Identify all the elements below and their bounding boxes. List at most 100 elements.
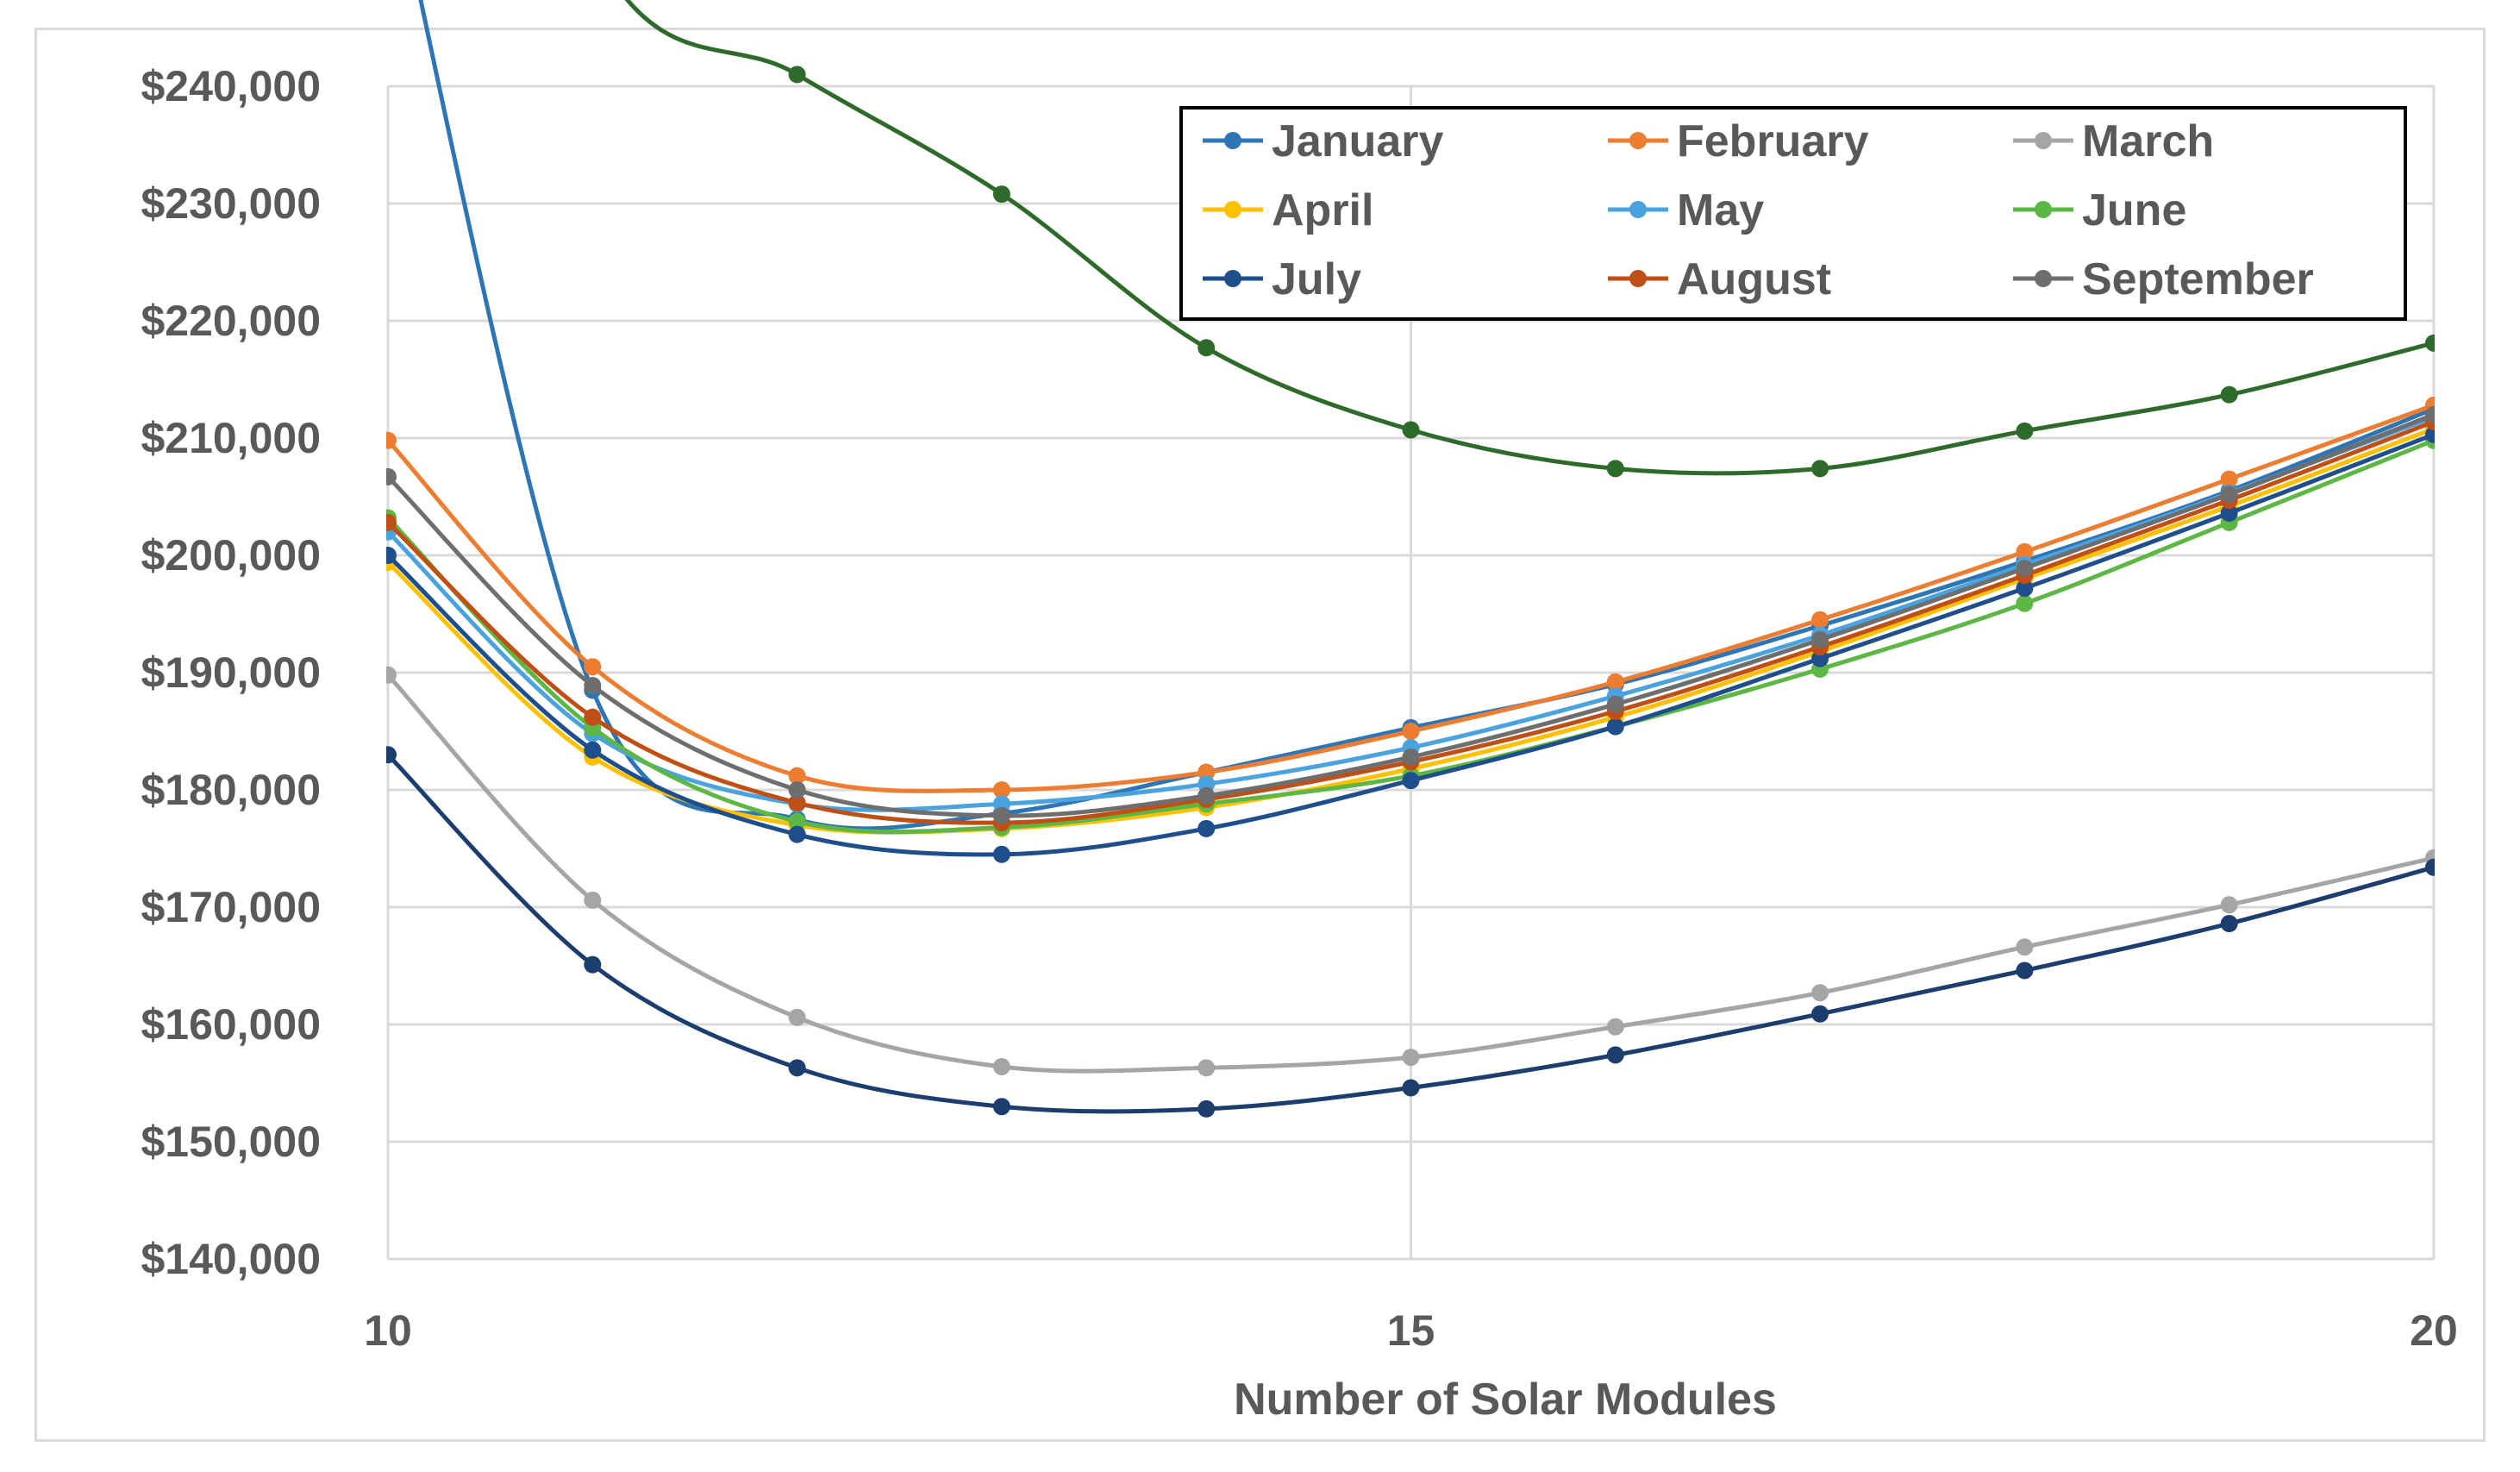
y-tick-label: $200,000: [141, 531, 321, 579]
data-point: [584, 658, 602, 676]
data-point: [788, 812, 806, 830]
data-point: [1402, 723, 1420, 740]
data-point: [1402, 772, 1420, 790]
series-line-february: [386, 403, 2435, 793]
data-point: [1197, 819, 1216, 837]
series-march: [386, 666, 2435, 1077]
data-point: [992, 1098, 1010, 1116]
legend-entry-february: February: [1608, 116, 1869, 166]
data-point: [1197, 1099, 1216, 1118]
data-point: [1197, 786, 1216, 805]
legend-label: August: [1677, 254, 1831, 304]
data-point: [1811, 460, 1829, 478]
legend-swatch-marker: [1629, 132, 1647, 149]
data-point: [386, 513, 397, 531]
data-point: [992, 1057, 1010, 1075]
data-point: [2016, 542, 2034, 561]
data-point: [1606, 1046, 1624, 1064]
data-point: [992, 845, 1010, 863]
data-point: [1811, 630, 1829, 648]
data-point: [2016, 579, 2034, 598]
data-point: [2425, 334, 2435, 352]
data-point: [1606, 460, 1624, 478]
y-tick-label: $180,000: [141, 766, 321, 814]
series-line-june: [386, 438, 2435, 835]
legend-label: July: [1272, 254, 1361, 304]
data-point: [386, 746, 397, 764]
data-point: [2220, 470, 2238, 488]
legend-swatch-marker: [2035, 270, 2052, 287]
legend: January February March April May June July Augu…: [1179, 106, 2407, 321]
legend-label: January: [1272, 116, 1444, 166]
series-july: [386, 425, 2435, 863]
data-point: [1402, 1049, 1420, 1067]
data-point: [2425, 405, 2435, 423]
data-point: [1606, 673, 1624, 691]
series-line-august: [386, 419, 2435, 825]
data-point: [2016, 961, 2034, 980]
legend-swatch-marker: [1629, 201, 1647, 218]
x-axis-tick-labels: 10 15 20: [364, 1306, 2458, 1355]
data-point: [1402, 421, 1420, 439]
series-line-march: [386, 673, 2435, 1074]
data-point: [386, 666, 397, 684]
data-point: [2016, 594, 2034, 612]
data-point: [584, 708, 602, 726]
data-point: [584, 891, 602, 909]
y-tick-label: $150,000: [141, 1118, 321, 1166]
legend-entry-april: April: [1203, 185, 1373, 235]
x-tick-label: 20: [2410, 1306, 2458, 1355]
series-line-10: [624, 0, 2435, 476]
legend-entry-june: June: [2013, 185, 2186, 235]
series-10: [624, 0, 2435, 478]
data-point: [2425, 425, 2435, 443]
data-point: [584, 741, 602, 759]
data-point: [788, 66, 806, 84]
legend-label: February: [1677, 116, 1869, 166]
legend-entry-march: March: [2013, 116, 2214, 166]
data-point: [788, 781, 806, 799]
legend-swatch-marker: [1224, 201, 1241, 218]
legend-swatch-marker: [1629, 270, 1647, 287]
data-point: [788, 825, 806, 843]
data-point: [2016, 938, 2034, 956]
legend-entry-july: July: [1203, 254, 1361, 304]
legend-box: [1179, 106, 2407, 321]
legend-entry-january: January: [1203, 116, 1444, 166]
data-point: [1606, 717, 1624, 736]
data-point: [386, 547, 397, 564]
y-tick-label: $190,000: [141, 648, 321, 697]
series-line-july: [386, 432, 2435, 857]
x-axis-title: Number of Solar Modules: [1234, 1375, 1777, 1425]
data-point: [1811, 1005, 1829, 1023]
data-point: [788, 1059, 806, 1077]
data-point: [788, 767, 806, 785]
data-point: [992, 185, 1010, 204]
series-september: [386, 405, 2435, 824]
legend-label: May: [1677, 185, 1764, 235]
legend-swatch-marker: [1224, 270, 1241, 287]
series-february: [386, 396, 2435, 799]
data-point: [2220, 504, 2238, 523]
legend-label: March: [2082, 116, 2214, 166]
legend-entry-august: August: [1608, 254, 1831, 304]
legend-label: April: [1272, 185, 1373, 235]
data-point: [2220, 485, 2238, 504]
legend-entry-september: September: [2013, 254, 2314, 304]
data-point: [584, 676, 602, 694]
data-point: [1811, 984, 1829, 1002]
data-point: [788, 1008, 806, 1026]
data-point: [2016, 422, 2034, 440]
y-tick-label: $240,000: [141, 62, 321, 110]
data-point: [992, 781, 1010, 799]
legend-swatch-marker: [2035, 132, 2052, 149]
data-point: [2016, 559, 2034, 577]
data-point: [788, 793, 806, 811]
data-point: [1402, 748, 1420, 766]
data-point: [1197, 339, 1216, 357]
y-tick-label: $220,000: [141, 297, 321, 345]
data-point: [1811, 611, 1829, 629]
y-axis-tick-labels: $140,000 $150,000 $160,000 $170,000 $180,000…: [141, 62, 321, 1283]
x-tick-label: 10: [364, 1306, 412, 1355]
